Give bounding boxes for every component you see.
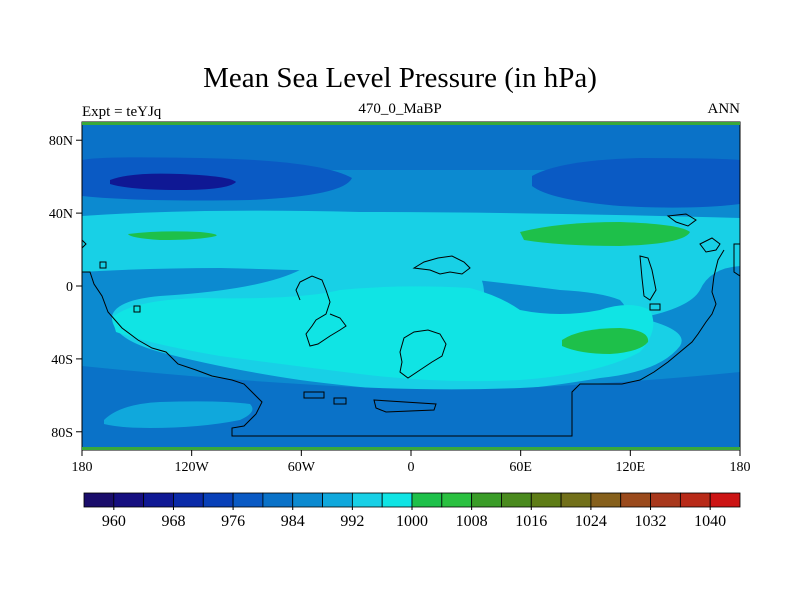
coastline-north-cont <box>412 255 471 275</box>
colorbar-swatch <box>83 492 115 508</box>
colorbar-swatch <box>381 492 413 508</box>
coastline-east-edge <box>733 243 740 277</box>
x-tick-label: 0 <box>408 460 415 475</box>
coastline-overlay <box>82 213 740 437</box>
y-tick-label: 40S <box>51 353 73 368</box>
x-tick-label: 180 <box>72 460 93 475</box>
x-tick-label: 180 <box>730 460 751 475</box>
colorbar-swatch <box>351 492 383 508</box>
chart-title: Mean Sea Level Pressure (in hPa) <box>203 62 597 94</box>
colorbar-swatch <box>143 492 174 508</box>
field-region-north-low-east <box>532 158 740 208</box>
season-label: ANN <box>707 101 741 117</box>
colorbar-swatch <box>232 492 264 508</box>
colorbar-label: 960 <box>102 513 126 530</box>
field-region-southern-high <box>112 286 654 382</box>
coastline-islet-1 <box>99 261 107 269</box>
time-label: 470_0_MaBP <box>358 101 442 117</box>
coastline-islet-2 <box>133 305 141 313</box>
colorbar-label: 992 <box>340 513 364 530</box>
map-bottom-edge <box>82 447 740 450</box>
x-tick-label: 60E <box>509 460 532 475</box>
coastline-south-strip-3 <box>333 397 347 405</box>
experiment-label: Expt = teYJq <box>82 104 162 120</box>
colorbar-label: 1000 <box>396 513 428 530</box>
coastline-east-north <box>666 213 697 227</box>
colorbar-label: 1040 <box>694 513 726 530</box>
coastline-east-coast <box>639 255 657 301</box>
colorbar-label: 1008 <box>456 513 488 530</box>
colorbar-swatch <box>441 492 473 508</box>
colorbar-label: 1032 <box>635 513 667 530</box>
field-region-antarctic-high <box>104 401 253 428</box>
colorbar-swatch <box>709 492 741 508</box>
colorbar-swatch <box>679 492 711 508</box>
colorbar-label: 968 <box>161 513 185 530</box>
field-region-north-low-west-core <box>110 173 236 190</box>
y-tick-label: 80S <box>51 426 73 441</box>
colorbar-label: 984 <box>281 513 305 530</box>
colorbar-swatch <box>620 492 651 508</box>
y-tick-label: 0 <box>66 280 73 295</box>
coastline-america <box>82 249 725 437</box>
colorbar: 960 968 976 984 992 1000 1008 1016 1024 1032 1040 <box>83 492 741 530</box>
coastline-south-strip-2 <box>303 391 325 399</box>
pressure-field-map <box>82 122 740 450</box>
colorbar-swatch <box>173 492 204 508</box>
axes: 180 120W 60W 0 60E 120E 180 80N 40N 0 40S 80S <box>49 134 751 475</box>
colorbar-swatch <box>501 492 532 508</box>
coastline-north-west <box>82 239 87 249</box>
colorbar-swatch <box>411 492 443 508</box>
x-tick-label: 60W <box>288 460 316 475</box>
y-tick-label: 80N <box>49 134 73 149</box>
colorbar-label: 1024 <box>575 513 607 530</box>
colorbar-label: 976 <box>221 513 245 530</box>
y-tick-label: 40N <box>49 207 73 222</box>
colorbar-swatch <box>560 492 592 508</box>
colorbar-label: 1016 <box>515 513 547 530</box>
colorbar-swatch <box>202 492 234 508</box>
field-region-polar-north-band <box>82 122 740 170</box>
field-region-subtropical-high-north-west <box>128 231 217 240</box>
x-tick-label: 120E <box>616 460 646 475</box>
coastline-mid-cont <box>399 329 447 379</box>
coastline-east-islet <box>649 303 661 311</box>
coastline-east-arm <box>699 237 721 253</box>
map-top-edge <box>82 122 740 125</box>
field-region-southern-high-east-core <box>562 328 649 354</box>
coastline-south-strip-1 <box>373 399 437 413</box>
colorbar-swatch <box>530 492 562 508</box>
colorbar-swatch <box>650 492 681 508</box>
coastline-africa <box>295 275 347 347</box>
colorbar-swatch <box>471 492 502 508</box>
colorbar-swatch <box>292 492 323 508</box>
x-tick-label: 120W <box>175 460 210 475</box>
colorbar-swatch <box>262 492 294 508</box>
field-region-subtropical-high-north-east <box>520 222 690 246</box>
colorbar-swatch <box>322 492 353 508</box>
colorbar-swatch <box>590 492 622 508</box>
colorbar-swatch <box>113 492 145 508</box>
